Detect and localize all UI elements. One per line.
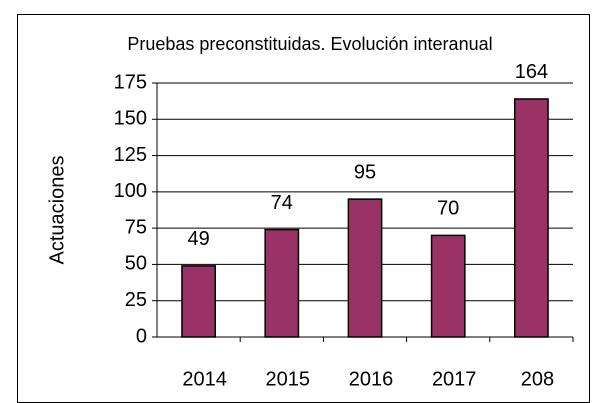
y-tick-label: 175 xyxy=(114,71,147,93)
y-tick-label: 0 xyxy=(136,325,147,347)
data-label: 49 xyxy=(187,228,209,250)
y-tick-label: 50 xyxy=(125,253,147,275)
data-label: 164 xyxy=(515,61,548,83)
bar xyxy=(514,98,549,338)
data-label: 95 xyxy=(354,161,376,183)
data-label: 74 xyxy=(271,192,293,214)
bar xyxy=(264,228,300,338)
x-tick-label: 2014 xyxy=(182,368,227,390)
y-tick-label: 125 xyxy=(114,144,147,166)
x-tick-label: 2017 xyxy=(432,368,477,390)
y-tick-label: 100 xyxy=(114,180,147,202)
y-axis-label: Actuaciones xyxy=(46,156,68,265)
y-tick-label: 75 xyxy=(125,216,147,238)
bar xyxy=(347,198,383,338)
x-tick-label: 2015 xyxy=(266,368,311,390)
bar xyxy=(430,234,466,338)
bar xyxy=(181,265,216,338)
chart-frame xyxy=(17,14,590,403)
y-tick-label: 25 xyxy=(125,289,147,311)
data-label: 70 xyxy=(437,198,459,220)
x-tick-label: 2016 xyxy=(349,368,394,390)
chart-title: Pruebas preconstituidas. Evolución inter… xyxy=(127,34,492,54)
y-tick-label: 150 xyxy=(114,108,147,130)
x-tick-label: 208 xyxy=(521,368,554,390)
